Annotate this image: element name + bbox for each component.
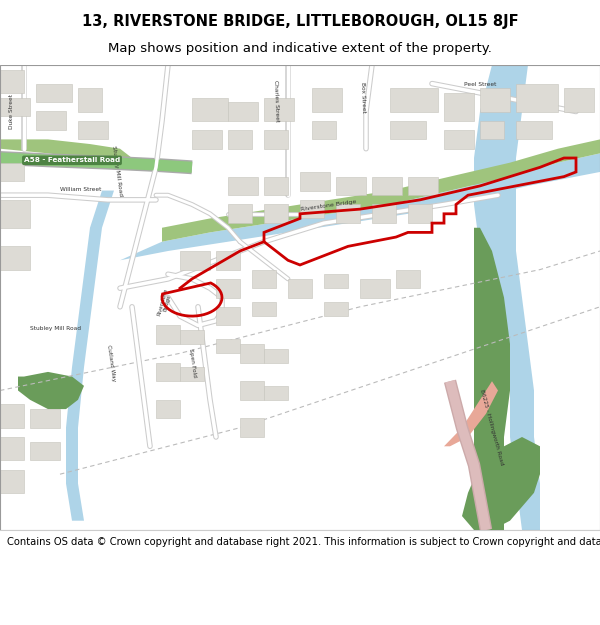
Bar bbox=[180, 368, 204, 381]
Text: Spen Fold: Spen Fold bbox=[188, 348, 196, 378]
Bar bbox=[252, 302, 276, 316]
Bar bbox=[228, 102, 258, 121]
Polygon shape bbox=[162, 139, 600, 242]
Bar bbox=[444, 130, 474, 149]
Bar bbox=[264, 349, 288, 362]
Bar bbox=[408, 204, 432, 223]
Bar bbox=[336, 204, 360, 223]
Bar bbox=[216, 251, 240, 269]
Polygon shape bbox=[120, 153, 600, 260]
Text: Map shows position and indicative extent of the property.: Map shows position and indicative extent… bbox=[108, 42, 492, 55]
Bar bbox=[0, 69, 24, 93]
Bar bbox=[252, 269, 276, 288]
Bar bbox=[216, 339, 240, 353]
Bar bbox=[300, 172, 330, 191]
Bar bbox=[228, 177, 258, 195]
Bar bbox=[312, 88, 342, 111]
Bar bbox=[264, 177, 288, 195]
Bar bbox=[288, 279, 312, 298]
Bar bbox=[36, 84, 72, 102]
Bar bbox=[390, 88, 438, 111]
Polygon shape bbox=[0, 139, 132, 162]
Bar bbox=[228, 204, 252, 223]
Bar bbox=[228, 130, 252, 149]
Bar bbox=[30, 409, 60, 428]
Bar bbox=[240, 381, 264, 400]
Bar bbox=[564, 88, 594, 111]
Text: Duke Street: Duke Street bbox=[9, 94, 14, 129]
Bar bbox=[0, 246, 30, 269]
Polygon shape bbox=[444, 381, 498, 446]
Text: Stubley Mill Road: Stubley Mill Road bbox=[30, 326, 81, 331]
Bar bbox=[156, 326, 180, 344]
Bar bbox=[180, 251, 210, 269]
Bar bbox=[516, 84, 558, 111]
Text: Box Street: Box Street bbox=[360, 81, 366, 112]
Bar bbox=[78, 88, 102, 111]
Bar bbox=[312, 121, 336, 139]
Bar bbox=[0, 437, 24, 460]
Bar bbox=[0, 200, 30, 228]
Text: A58 - Featherstall Road: A58 - Featherstall Road bbox=[24, 158, 120, 163]
Polygon shape bbox=[66, 191, 114, 521]
Bar bbox=[408, 177, 438, 195]
Text: Cutland Way: Cutland Way bbox=[106, 345, 116, 382]
Bar bbox=[264, 98, 294, 121]
Text: William Street: William Street bbox=[60, 188, 101, 192]
Bar bbox=[0, 404, 24, 428]
Bar bbox=[264, 204, 288, 223]
Bar bbox=[480, 121, 504, 139]
Polygon shape bbox=[462, 437, 540, 530]
Bar bbox=[78, 121, 108, 139]
Bar bbox=[180, 330, 204, 344]
Bar bbox=[300, 200, 324, 219]
Text: Riverstone Bridge: Riverstone Bridge bbox=[300, 200, 356, 212]
Polygon shape bbox=[474, 65, 540, 530]
Bar bbox=[30, 442, 60, 460]
Bar bbox=[216, 279, 240, 298]
Text: Stubley Mill Road: Stubley Mill Road bbox=[111, 145, 123, 196]
Bar bbox=[36, 111, 66, 130]
Polygon shape bbox=[18, 372, 84, 409]
Bar bbox=[216, 307, 240, 326]
Text: Charles Street: Charles Street bbox=[273, 79, 279, 122]
Text: B6225 - Hollingworth Road: B6225 - Hollingworth Road bbox=[479, 389, 505, 466]
Polygon shape bbox=[474, 228, 510, 530]
Bar bbox=[0, 162, 24, 181]
Text: Peel Street: Peel Street bbox=[464, 82, 496, 87]
Bar bbox=[156, 400, 180, 418]
Bar bbox=[360, 279, 390, 298]
Bar bbox=[264, 386, 288, 400]
Bar bbox=[516, 121, 552, 139]
Text: 13, RIVERSTONE BRIDGE, LITTLEBOROUGH, OL15 8JF: 13, RIVERSTONE BRIDGE, LITTLEBOROUGH, OL… bbox=[82, 14, 518, 29]
Bar bbox=[240, 418, 264, 437]
Bar bbox=[264, 130, 288, 149]
Bar bbox=[156, 362, 180, 381]
Bar bbox=[192, 98, 228, 121]
Bar bbox=[444, 93, 474, 121]
Bar bbox=[396, 269, 420, 288]
Text: Riverstone
Bridge: Riverstone Bridge bbox=[157, 288, 173, 317]
Bar bbox=[0, 469, 24, 492]
Bar bbox=[372, 204, 396, 223]
Bar bbox=[192, 130, 222, 149]
Bar bbox=[324, 302, 348, 316]
Bar bbox=[324, 274, 348, 288]
Bar bbox=[336, 177, 366, 195]
Bar bbox=[372, 177, 402, 195]
Bar bbox=[0, 98, 30, 116]
Bar bbox=[480, 88, 510, 111]
Bar bbox=[390, 121, 426, 139]
Bar bbox=[240, 344, 264, 362]
Text: Contains OS data © Crown copyright and database right 2021. This information is : Contains OS data © Crown copyright and d… bbox=[7, 537, 600, 547]
